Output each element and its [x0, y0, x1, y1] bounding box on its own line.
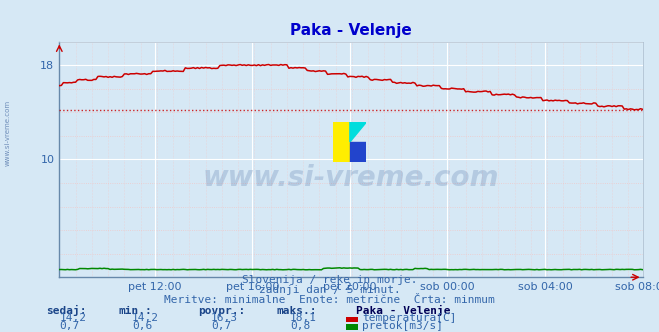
- Text: 18,1: 18,1: [290, 313, 317, 323]
- Text: Meritve: minimalne  Enote: metrične  Črta: minmum: Meritve: minimalne Enote: metrične Črta:…: [164, 295, 495, 305]
- Text: 14,2: 14,2: [59, 313, 86, 323]
- Text: 0,7: 0,7: [211, 321, 231, 331]
- Text: Paka - Velenje: Paka - Velenje: [356, 305, 450, 316]
- Text: 0,7: 0,7: [59, 321, 80, 331]
- Text: 16,3: 16,3: [211, 313, 238, 323]
- Text: 0,6: 0,6: [132, 321, 152, 331]
- Text: 14,2: 14,2: [132, 313, 159, 323]
- Text: zadnji dan / 5 minut.: zadnji dan / 5 minut.: [258, 285, 401, 295]
- Text: povpr.:: povpr.:: [198, 306, 245, 316]
- Polygon shape: [333, 122, 350, 162]
- Text: 0,8: 0,8: [290, 321, 310, 331]
- Title: Paka - Velenje: Paka - Velenje: [290, 23, 412, 38]
- Polygon shape: [350, 142, 366, 162]
- Text: pretok[m3/s]: pretok[m3/s]: [362, 321, 444, 331]
- Text: Slovenija / reke in morje.: Slovenija / reke in morje.: [242, 275, 417, 285]
- Text: maks.:: maks.:: [277, 306, 317, 316]
- Text: sedaj:: sedaj:: [46, 305, 86, 316]
- Text: www.si-vreme.com: www.si-vreme.com: [203, 164, 499, 192]
- Polygon shape: [350, 122, 366, 142]
- Text: www.si-vreme.com: www.si-vreme.com: [5, 100, 11, 166]
- Text: min.:: min.:: [119, 306, 152, 316]
- Text: temperatura[C]: temperatura[C]: [362, 313, 457, 323]
